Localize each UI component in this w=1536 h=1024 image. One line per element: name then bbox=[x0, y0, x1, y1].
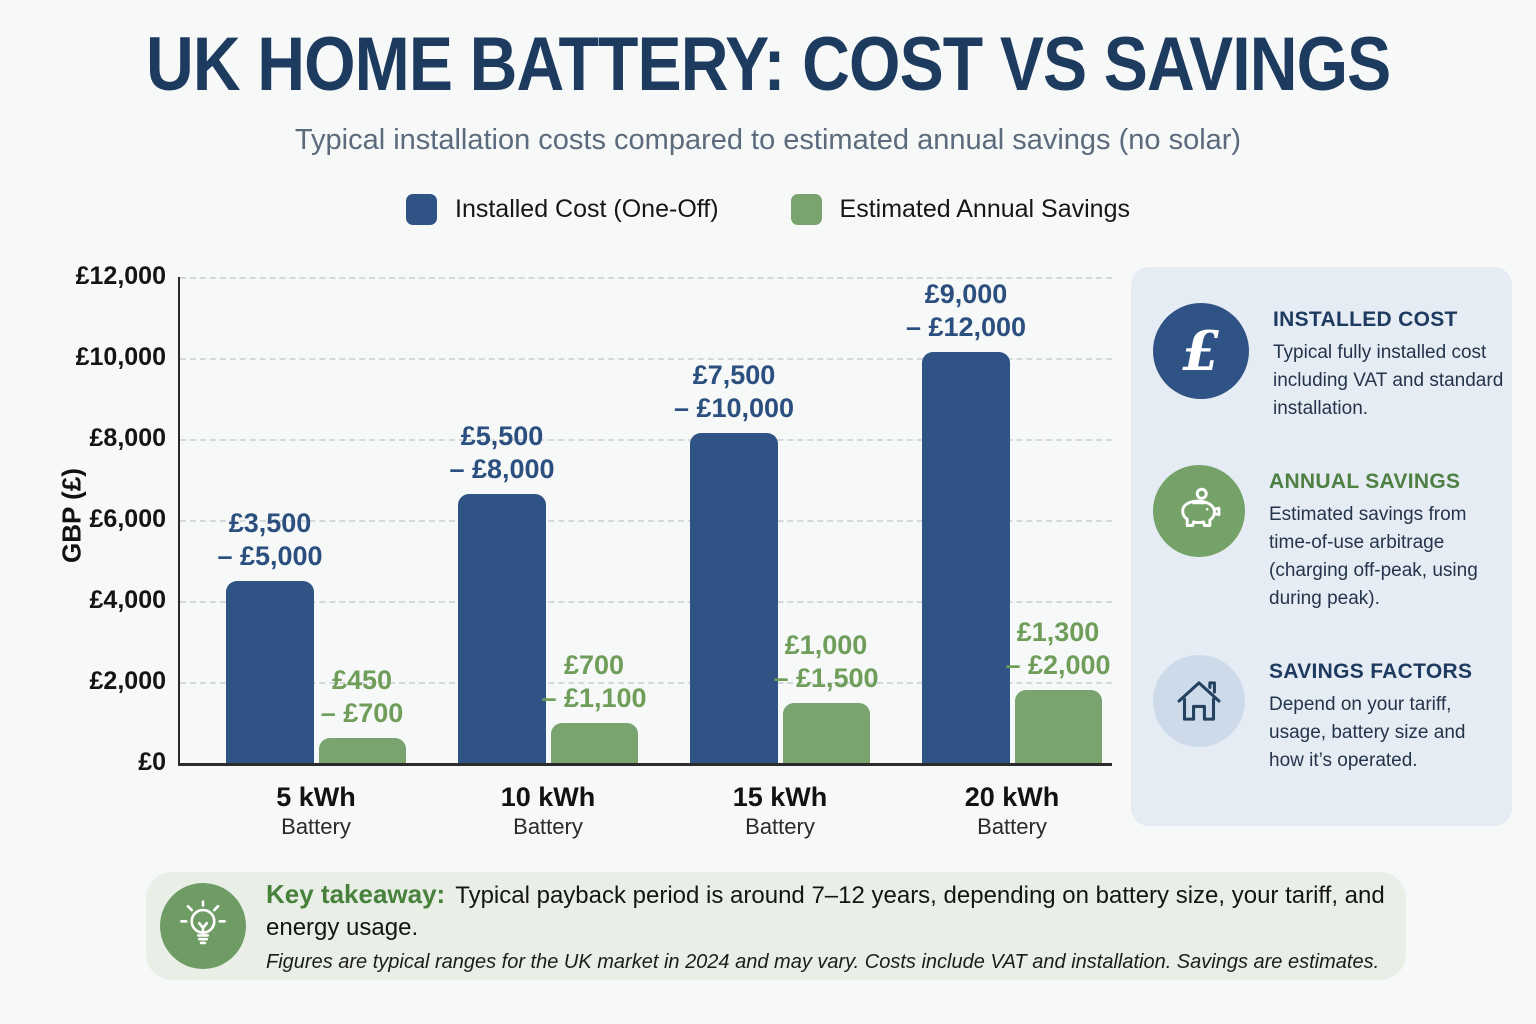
sidebar-item-text: INSTALLED COST Typical fully installed c… bbox=[1273, 303, 1505, 423]
chart-legend: Installed Cost (One-Off) Estimated Annua… bbox=[0, 194, 1536, 225]
page-header: UK HOME BATTERY: COST VS SAVINGS bbox=[0, 24, 1536, 106]
y-tick-label: £10,000 bbox=[75, 343, 166, 371]
sidebar-item-text: SAVINGS FACTORS Depend on your tariff, u… bbox=[1269, 655, 1501, 775]
value-label-line: £1,000 bbox=[784, 630, 868, 661]
gridline bbox=[180, 358, 1112, 360]
y-tick-label: £2,000 bbox=[89, 667, 166, 695]
y-tick-label: £0 bbox=[138, 748, 166, 776]
installed-cost-one-off-value-label: £3,500– £5,000 bbox=[217, 507, 322, 573]
installed-cost-one-off-bar-20-kwh bbox=[922, 351, 1010, 763]
value-label-line: £1,300 bbox=[1016, 617, 1100, 648]
legend-item-installed-cost: Installed Cost (One-Off) bbox=[406, 194, 719, 225]
value-label-line: £7,500 bbox=[692, 359, 776, 390]
value-label-line: – £10,000 bbox=[673, 392, 795, 423]
takeaway-note: Figures are typical ranges for the UK ma… bbox=[266, 951, 1380, 973]
category-size-label: 20 kWh bbox=[964, 782, 1060, 812]
bar-group-10-kwh: £5,500– £8,000 £700– £1,100 bbox=[449, 277, 647, 763]
value-label-line: – £1,100 bbox=[541, 682, 647, 713]
value-label-line: £3,500 bbox=[228, 507, 312, 538]
estimated-annual-savings-value-label: £1,000– £1,500 bbox=[773, 629, 878, 695]
estimated-annual-savings-bar-20-kwh bbox=[1015, 690, 1102, 763]
info-sidebar: £ INSTALLED COST Typical fully installed… bbox=[1131, 267, 1512, 826]
value-label-line: – £8,000 bbox=[449, 453, 555, 484]
sidebar-item-annual-savings: ANNUAL SAVINGS Estimated savings from ti… bbox=[1153, 465, 1498, 613]
installed-cost-one-off-value-label: £7,500– £10,000 bbox=[674, 359, 794, 425]
installed-cost-one-off-bar-5-kwh bbox=[226, 580, 314, 763]
installed-cost-one-off-bar-10-kwh bbox=[458, 493, 546, 763]
bar-group-15-kwh: £7,500– £10,000 £1,000– £1,500 bbox=[674, 277, 879, 763]
plot-area: 5 kWh Battery £3,500– £5,000 £450– £700 10 k… bbox=[178, 277, 1112, 839]
value-label-line: – £1,500 bbox=[773, 663, 879, 694]
value-label-line: – £12,000 bbox=[905, 311, 1027, 342]
y-tick-label: £8,000 bbox=[89, 424, 166, 452]
x-category-label-15-kwh: 15 kWh Battery bbox=[733, 781, 828, 841]
legend-label: Estimated Annual Savings bbox=[839, 195, 1130, 223]
estimated-annual-savings-value-label: £700– £1,100 bbox=[541, 649, 646, 715]
takeaway-label: Key takeaway: bbox=[266, 879, 446, 909]
sidebar-item-body: Typical fully installed cost including V… bbox=[1273, 342, 1504, 419]
x-category-label-20-kwh: 20 kWh Battery bbox=[965, 781, 1060, 841]
page-subtitle: Typical installation costs compared to e… bbox=[294, 124, 1242, 156]
pound-icon: £ bbox=[1153, 303, 1249, 399]
x-category-label-10-kwh: 10 kWh Battery bbox=[501, 781, 596, 841]
value-label-line: – £700 bbox=[320, 697, 404, 728]
category-size-label: 5 kWh bbox=[276, 782, 356, 812]
sidebar-item-title: INSTALLED COST bbox=[1273, 308, 1458, 331]
estimated-annual-savings-bar-15-kwh bbox=[783, 703, 870, 763]
estimated-annual-savings-bar-10-kwh bbox=[551, 722, 638, 763]
annual-savings-swatch-icon bbox=[790, 194, 822, 225]
bar-group-5-kwh: £3,500– £5,000 £450– £700 bbox=[217, 277, 406, 763]
estimated-annual-savings-value-label: £450– £700 bbox=[321, 664, 404, 730]
takeaway-text-block: Key takeaway: Typical payback period is a… bbox=[266, 878, 1406, 974]
y-tick-label: £12,000 bbox=[75, 262, 166, 290]
gridline bbox=[180, 277, 1112, 279]
x-category-label-5-kwh: 5 kWh Battery bbox=[276, 781, 356, 841]
estimated-annual-savings-bar-5-kwh bbox=[319, 737, 406, 763]
value-label-line: £9,000 bbox=[924, 278, 1008, 309]
value-label-line: – £5,000 bbox=[217, 540, 323, 571]
sidebar-item-body: Depend on your tariff, usage, battery si… bbox=[1269, 694, 1466, 771]
legend-item-annual-savings: Estimated Annual Savings bbox=[790, 194, 1130, 225]
category-size-label: 15 kWh bbox=[732, 782, 828, 812]
y-tick-label: £4,000 bbox=[89, 586, 166, 614]
piggy-bank-icon bbox=[1153, 465, 1245, 557]
category-size-label: 10 kWh bbox=[500, 782, 596, 812]
bar-group-20-kwh: £9,000– £12,000 £1,300– £2,000 bbox=[906, 277, 1111, 763]
takeaway-line: Key takeaway: Typical payback period is a… bbox=[266, 878, 1406, 944]
value-label-line: £700 bbox=[563, 649, 625, 680]
gridline bbox=[180, 682, 1112, 684]
legend-label: Installed Cost (One-Off) bbox=[455, 195, 719, 223]
category-sub-label: Battery bbox=[977, 814, 1047, 839]
value-label-line: £5,500 bbox=[460, 420, 544, 451]
value-label-line: – £2,000 bbox=[1005, 650, 1111, 681]
page-title: UK HOME BATTERY: COST VS SAVINGS bbox=[145, 22, 1391, 107]
sidebar-item-installed-cost: £ INSTALLED COST Typical fully installed… bbox=[1153, 303, 1503, 423]
pound-glyph: £ bbox=[1182, 319, 1220, 383]
y-axis-tick-labels: £12,000 £10,000 £8,000 £6,000 £4,000 £2,000 £0 bbox=[0, 262, 166, 776]
gridline bbox=[180, 439, 1112, 441]
value-label-line: £450 bbox=[331, 664, 393, 695]
category-sub-label: Battery bbox=[745, 814, 815, 839]
takeaway-text: Typical payback period is around 7–12 ye… bbox=[266, 882, 1385, 941]
installed-cost-one-off-value-label: £9,000– £12,000 bbox=[906, 278, 1026, 344]
sidebar-item-title: ANNUAL SAVINGS bbox=[1269, 470, 1461, 493]
installed-cost-one-off-value-label: £5,500– £8,000 bbox=[449, 420, 554, 486]
house-icon bbox=[1153, 655, 1245, 747]
estimated-annual-savings-value-label: £1,300– £2,000 bbox=[1005, 616, 1110, 682]
sidebar-item-body: Estimated savings from time-of-use arbit… bbox=[1269, 504, 1478, 609]
gridline bbox=[180, 520, 1112, 522]
key-takeaway-box: Key takeaway: Typical payback period is a… bbox=[146, 872, 1406, 980]
gridline bbox=[180, 601, 1112, 603]
sidebar-item-savings-factors: SAVINGS FACTORS Depend on your tariff, u… bbox=[1153, 655, 1498, 775]
installed-cost-one-off-bar-15-kwh bbox=[690, 432, 778, 763]
category-sub-label: Battery bbox=[513, 814, 583, 839]
sidebar-item-text: ANNUAL SAVINGS Estimated savings from ti… bbox=[1269, 465, 1501, 613]
installed-cost-swatch-icon bbox=[406, 194, 437, 225]
y-tick-label: £6,000 bbox=[89, 505, 166, 533]
lightbulb-icon bbox=[160, 883, 246, 969]
category-sub-label: Battery bbox=[281, 814, 351, 839]
sidebar-item-title: SAVINGS FACTORS bbox=[1269, 660, 1473, 683]
